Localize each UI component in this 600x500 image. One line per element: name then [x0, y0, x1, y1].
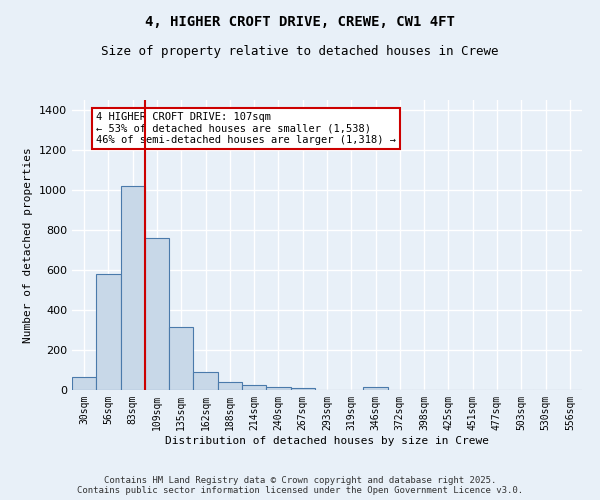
Text: Size of property relative to detached houses in Crewe: Size of property relative to detached ho… — [101, 45, 499, 58]
Bar — [364, 387, 388, 390]
Bar — [169, 327, 193, 390]
Text: 4 HIGHER CROFT DRIVE: 107sqm
← 53% of detached houses are smaller (1,538)
46% of: 4 HIGHER CROFT DRIVE: 107sqm ← 53% of de… — [96, 112, 396, 145]
X-axis label: Distribution of detached houses by size in Crewe: Distribution of detached houses by size … — [165, 436, 489, 446]
Bar — [218, 382, 242, 390]
Bar — [290, 388, 315, 390]
Bar — [242, 385, 266, 390]
Text: Contains HM Land Registry data © Crown copyright and database right 2025.
Contai: Contains HM Land Registry data © Crown c… — [77, 476, 523, 495]
Bar — [145, 238, 169, 390]
Y-axis label: Number of detached properties: Number of detached properties — [23, 147, 34, 343]
Bar — [96, 274, 121, 390]
Text: 4, HIGHER CROFT DRIVE, CREWE, CW1 4FT: 4, HIGHER CROFT DRIVE, CREWE, CW1 4FT — [145, 15, 455, 29]
Bar — [266, 387, 290, 390]
Bar — [72, 377, 96, 390]
Bar — [121, 186, 145, 390]
Bar — [193, 372, 218, 390]
